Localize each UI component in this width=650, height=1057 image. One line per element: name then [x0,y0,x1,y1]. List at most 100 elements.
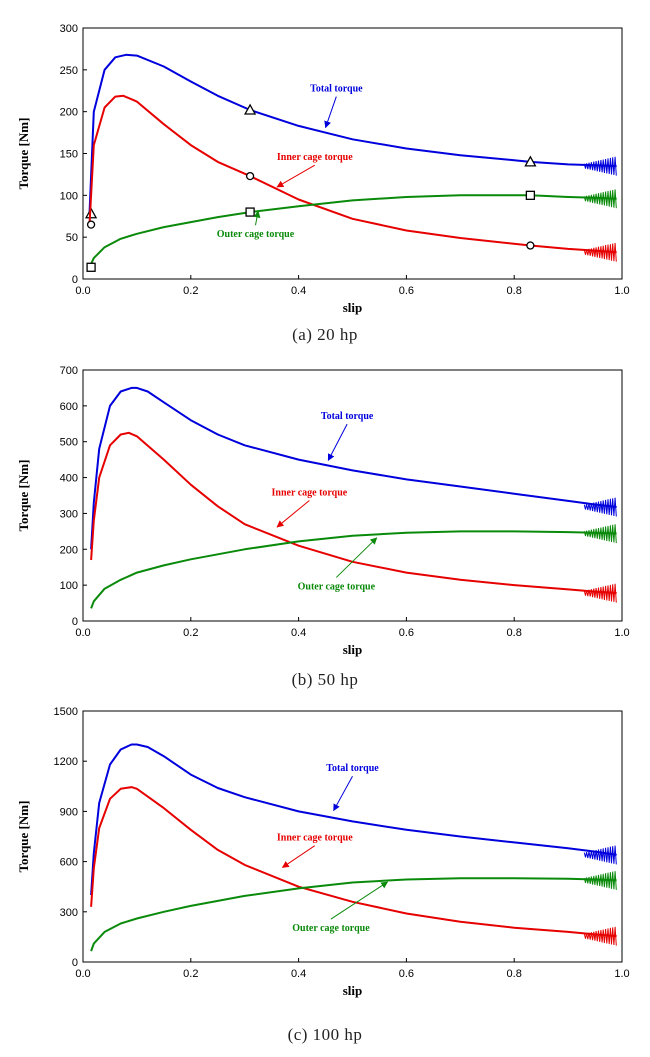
series-total-oscillation [583,156,617,176]
y-tick-label: 1500 [54,706,78,718]
chart-a-caption: (a) 20 hp [292,325,358,344]
x-tick-label: 1.0 [614,627,629,639]
x-tick-label: 0.0 [75,627,90,639]
x-tick-label: 0.2 [183,968,198,980]
y-tick-label: 0 [72,957,78,969]
annotation-total-label: Total torque [310,84,363,95]
chart-panel-c: 0.0 0.2 0.4 0.6 0.8 1.0 0 300 600 900 1200 1500 slip… [0,695,650,1057]
x-tick-label: 0.6 [399,968,414,980]
x-tick-label: 0.8 [507,968,522,980]
y-tick-label: 900 [60,806,78,818]
series-inner-oscillation [583,926,617,946]
y-axis-title: Torque [Nm] [16,118,31,190]
chart-panel-a: 0.0 0.2 0.4 0.6 0.8 1.0 0 50 100 150 200 250 300 slip… [0,0,650,350]
y-tick-label: 500 [60,437,78,449]
plot-frame [82,710,623,963]
series-outer-oscillation [583,189,617,209]
annotation-inner-label: Inner cage torque [277,833,353,844]
series-outer-oscillation [583,871,617,890]
y-tick-label: 250 [60,65,78,77]
x-tick-label: 1.0 [614,968,629,980]
plot-frame [82,369,623,622]
x-tick-label: 0.0 [75,285,90,297]
annotation-inner-label: Inner cage torque [277,152,353,163]
series-inner-marker [526,241,535,250]
series-total-oscillation [583,845,617,865]
y-tick-label: 700 [60,365,78,377]
series-total-line [90,386,617,550]
y-tick-label: 300 [60,907,78,919]
y-tick-label: 300 [60,508,78,520]
chart-panel-b: 0.0 0.2 0.4 0.6 0.8 1.0 0 100 200 300 400 500 600 700… [0,350,650,695]
y-tick-label: 200 [60,544,78,556]
series-inner-line [90,786,617,938]
series-inner-line [90,431,617,594]
annotation-inner-arrow [276,164,316,188]
y-tick-label: 150 [60,149,78,161]
annotation-outer-label: Outer cage torque [217,229,295,240]
y-tick-label: 600 [60,857,78,869]
x-tick-label: 0.0 [75,968,90,980]
y-tick-label: 0 [72,274,78,286]
series-outer-marker [525,190,536,200]
series-outer-line [90,530,617,609]
chart-b-svg: 0.0 0.2 0.4 0.6 0.8 1.0 0 100 200 300 400 500 600 700… [16,365,630,657]
x-axis-title: slip [343,300,363,315]
x-tick-label: 0.8 [507,627,522,639]
annotation-outer-arrow [330,881,389,920]
annotation-outer-label: Outer cage torque [298,581,376,592]
x-tick-label: 0.8 [507,285,522,297]
series-total-marker [524,155,537,167]
series-inner-line [88,94,617,254]
annotation-total-arrow [333,775,353,812]
series-total-oscillation [583,497,617,517]
x-tick-label: 0.4 [291,627,306,639]
chart-c-svg: 0.0 0.2 0.4 0.6 0.8 1.0 0 300 600 900 1200 1500 slip… [16,706,630,998]
y-axis-title: Torque [Nm] [16,801,31,873]
annotation-total-arrow [324,96,337,129]
annotation-outer-arrow [253,210,261,226]
annotation-inner-label: Inner cage torque [272,488,348,499]
y-tick-label: 0 [72,616,78,628]
series-total-line [88,53,617,214]
annotation-inner-arrow [281,845,316,868]
series-outer-line [88,194,617,268]
y-axis-title: Torque [Nm] [16,460,31,532]
x-tick-label: 0.6 [399,627,414,639]
series-outer-marker [245,207,255,217]
x-tick-label: 0.6 [399,285,414,297]
y-tick-label: 100 [60,190,78,202]
chart-b-caption: (b) 50 hp [291,670,359,689]
y-tick-label: 100 [60,580,78,592]
series-outer-marker [86,262,96,272]
y-tick-label: 1200 [54,756,78,768]
y-tick-label: 50 [66,232,78,244]
series-inner-oscillation [583,242,617,262]
annotation-inner-arrow [276,500,310,528]
annotation-outer-label: Outer cage torque [292,923,370,934]
series-inner-marker [86,220,96,229]
annotation-total-label: Total torque [321,411,374,422]
x-tick-label: 0.4 [291,285,306,297]
annotation-total-label: Total torque [326,763,379,774]
x-tick-label: 0.4 [291,968,306,980]
series-total-line [90,743,617,896]
x-axis-title: slip [343,642,363,657]
y-tick-label: 400 [60,473,78,485]
series-total-marker [243,103,257,115]
series-outer-oscillation [583,524,617,544]
series-inner-oscillation [583,583,617,603]
annotation-outer-arrow [335,537,378,578]
series-outer-line [90,877,617,952]
x-tick-label: 0.2 [183,627,198,639]
chart-c-caption: (c) 100 hp [287,1025,363,1044]
y-tick-label: 600 [60,401,78,413]
y-tick-label: 200 [60,107,78,119]
x-tick-label: 1.0 [614,285,629,297]
x-axis-title: slip [343,983,363,998]
chart-a-svg: 0.0 0.2 0.4 0.6 0.8 1.0 0 50 100 150 200 250 300 slip… [16,23,630,315]
series-inner-marker [245,171,255,181]
annotation-total-arrow [327,423,348,461]
x-tick-label: 0.2 [183,285,198,297]
y-tick-label: 300 [60,23,78,35]
